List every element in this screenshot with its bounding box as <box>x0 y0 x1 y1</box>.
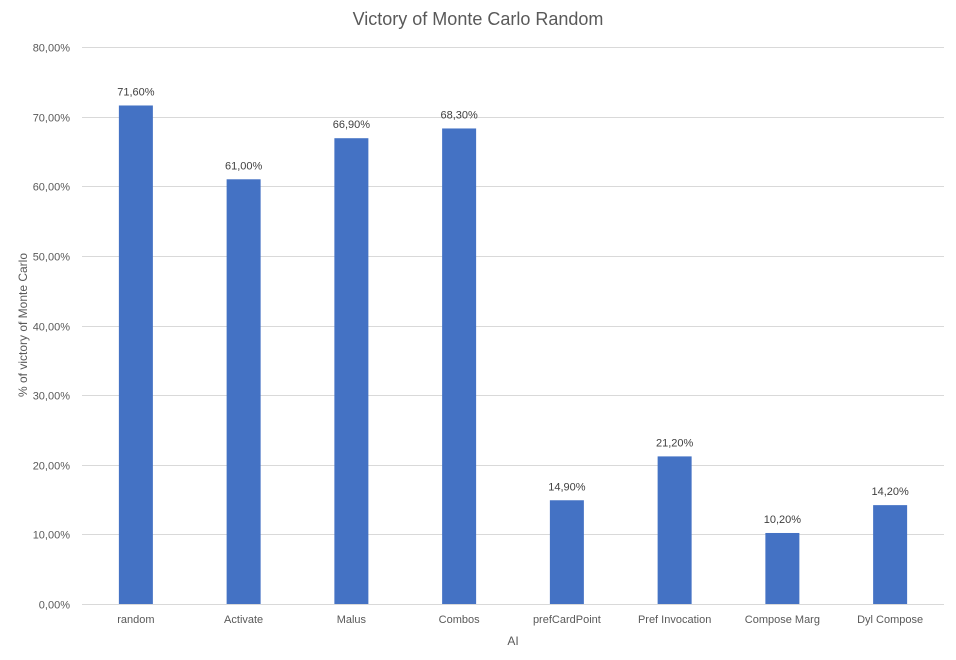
data-label: 21,20% <box>656 437 694 449</box>
bar <box>765 532 800 604</box>
y-tick-label: 20,00% <box>33 461 71 473</box>
y-tick-label: 80,00% <box>33 43 71 55</box>
x-tick-label: Compose Marg <box>745 614 820 626</box>
x-tick-label: Dyl Compose <box>857 614 923 626</box>
y-tick-label: 40,00% <box>33 322 71 334</box>
x-tick-label: Combos <box>439 614 480 626</box>
bar <box>118 105 153 605</box>
x-axis-title: AI <box>507 634 518 648</box>
gridlines <box>82 47 944 605</box>
y-tick-label: 70,00% <box>33 113 71 125</box>
y-tick-label: 50,00% <box>33 252 71 264</box>
y-tick-label: 30,00% <box>33 391 71 403</box>
y-tick-label: 0,00% <box>39 600 70 612</box>
data-label: 66,90% <box>333 119 371 131</box>
data-label: 71,60% <box>117 86 155 98</box>
x-tick-label: random <box>117 614 154 626</box>
x-tick-label: Malus <box>337 614 367 626</box>
chart-title: Victory of Monte Carlo Random <box>353 9 604 29</box>
bar <box>873 505 908 604</box>
x-tick-label: prefCardPoint <box>533 614 601 626</box>
x-tick-label: Pref Invocation <box>638 614 711 626</box>
bar <box>657 456 692 604</box>
data-label: 10,20% <box>764 514 802 526</box>
y-axis-ticks: 0,00% 10,00% 20,00% 30,00% 40,00% 50,00% 60,00… <box>33 43 71 612</box>
bar <box>334 138 369 605</box>
x-axis-ticks: random Activate Malus Combos prefCardPoint Pr… <box>117 614 923 626</box>
data-label: 14,20% <box>871 486 909 498</box>
y-tick-label: 60,00% <box>33 182 71 194</box>
y-tick-label: 10,00% <box>33 530 71 542</box>
bar <box>549 500 584 604</box>
data-label: 14,90% <box>548 481 586 493</box>
bars <box>118 105 908 605</box>
bar <box>226 179 261 604</box>
data-labels: 71,60% 61,00% 66,90% 68,30% 14,90% 21,20% 10,2… <box>117 86 909 525</box>
data-label: 61,00% <box>225 160 263 172</box>
y-axis-title: % of victory of Monte Carlo <box>16 253 30 397</box>
bar <box>442 128 477 604</box>
data-label: 68,30% <box>440 109 478 121</box>
x-tick-label: Activate <box>224 614 263 626</box>
